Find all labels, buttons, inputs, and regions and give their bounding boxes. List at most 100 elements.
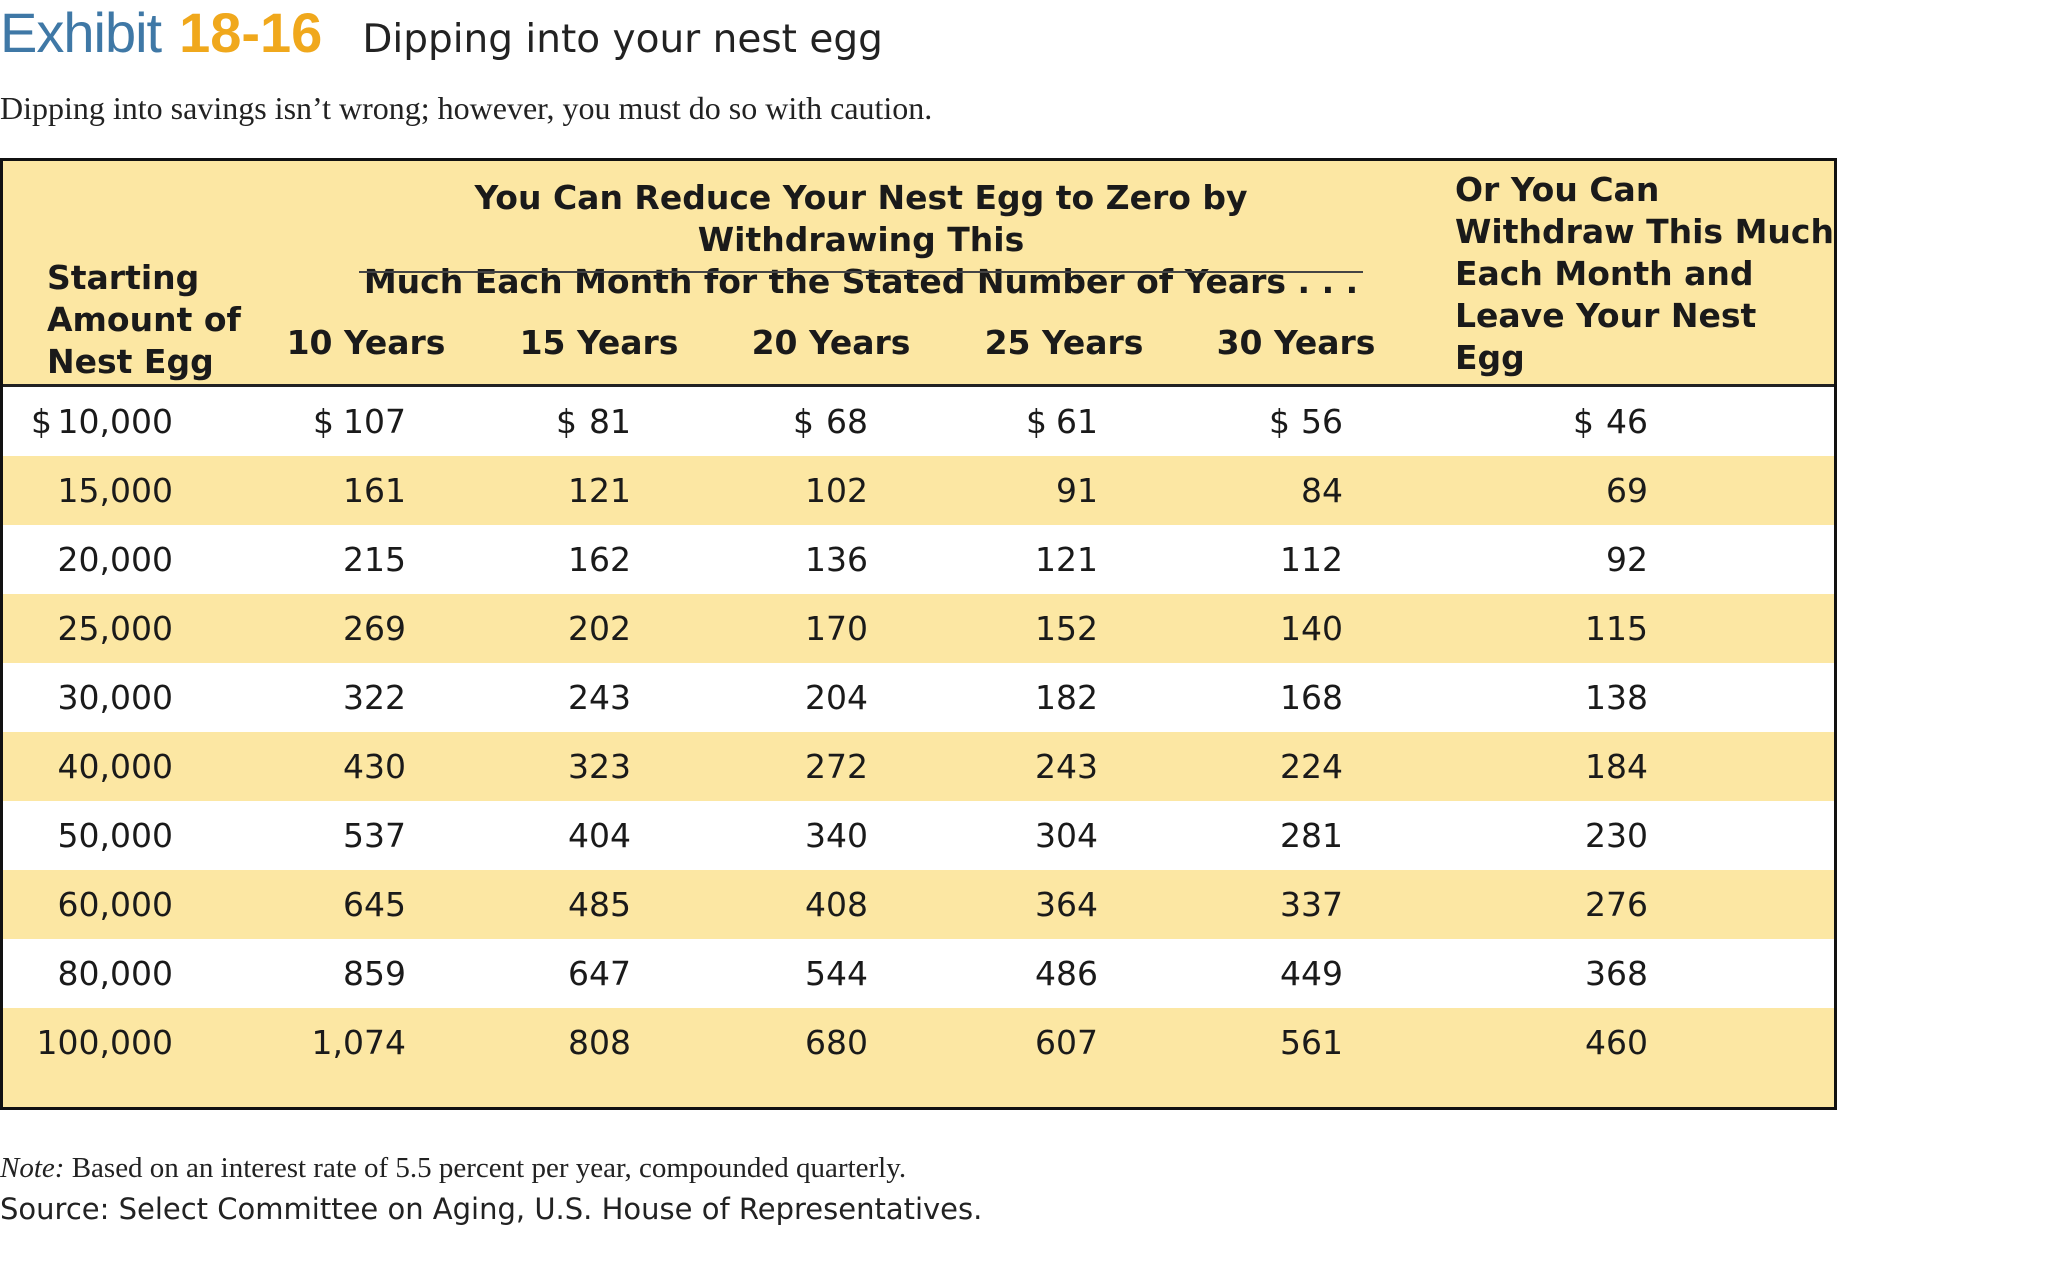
table-row: 60,000 645 485 408 364 337 276 [3,870,1834,939]
withdrawal-cell: 243 [568,678,631,717]
withdrawal-cell: 224 [1280,747,1343,786]
withdrawal-cell: 91 [1056,471,1098,510]
withdrawal-cell: 368 [1585,954,1648,993]
withdrawal-cell: 340 [805,816,868,855]
starting-amount-cell: 50,000 [57,816,173,855]
withdrawal-cell: 69 [1606,471,1648,510]
table-note: Note: Based on an interest rate of 5.5 p… [0,1152,906,1185]
withdrawal-cell: 323 [568,747,631,786]
dollar-sign: $ [556,402,577,441]
withdrawal-cell: 102 [805,471,868,510]
withdrawal-cell: 276 [1585,885,1648,924]
withdrawal-cell: 162 [568,540,631,579]
withdrawal-cell: 272 [805,747,868,786]
starting-amount-cell: $10,000 [31,387,173,456]
header-reduce-to-zero: You Can Reduce Your Nest Egg to Zero by … [363,178,1359,301]
withdrawal-cell: 121 [1035,540,1098,579]
withdrawal-cell: 138 [1585,678,1648,717]
withdrawal-cell: 170 [805,609,868,648]
withdrawal-cell: 184 [1585,747,1648,786]
withdrawal-cell: 607 [1035,1023,1098,1062]
withdrawal-cell: 537 [343,816,406,855]
starting-amount-cell: 20,000 [57,540,173,579]
withdrawal-cell: 337 [1280,885,1343,924]
withdrawal-cell: 680 [805,1023,868,1062]
withdrawal-cell: 204 [805,678,868,717]
starting-amount-cell: 30,000 [57,678,173,717]
withdrawal-cell: 202 [568,609,631,648]
withdrawal-cell: 645 [343,885,406,924]
header-10-years: 10 Years [286,323,446,362]
withdrawal-cell: 140 [1280,609,1343,648]
dollar-sign: $ [1573,402,1594,441]
starting-amount-cell: 15,000 [57,471,173,510]
table-row: 100,000 1,074 808 680 607 561 460 [3,1008,1834,1077]
table-header: Starting Amount of Nest Egg You Can Redu… [3,161,1834,419]
withdrawal-cell: 647 [568,954,631,993]
withdrawal-cell: $107 [313,387,406,456]
withdrawal-cell: 544 [805,954,868,993]
withdrawal-cell: 136 [805,540,868,579]
table-row: 50,000 537 404 340 304 281 230 [3,801,1834,870]
dollar-sign: $ [313,402,334,441]
withdrawal-cell: 808 [568,1023,631,1062]
exhibit-heading: Exhibit 18-16 Dipping into your nest egg [0,0,883,70]
dollar-sign: $ [31,402,52,441]
withdrawal-cell: $81 [556,387,631,456]
table-source: Source: Select Committee on Aging, U.S. … [0,1192,983,1226]
withdrawal-cell: 92 [1606,540,1648,579]
withdrawal-cell: 561 [1280,1023,1343,1062]
withdrawal-cell: 322 [343,678,406,717]
starting-amount-cell: 60,000 [57,885,173,924]
withdrawal-cell: $61 [1026,387,1098,456]
header-30-years: 30 Years [1216,323,1376,362]
withdrawal-cell: 243 [1035,747,1098,786]
header-span-rule [359,271,1363,273]
table-row: 40,000 430 323 272 243 224 184 [3,732,1834,801]
table-body: $10,000 $107 $81 $68 $61 $56 $46 15,000 161 121 10… [3,387,1834,1077]
starting-amount-cell: 25,000 [57,609,173,648]
nest-egg-table: Starting Amount of Nest Egg You Can Redu… [0,158,1837,1110]
exhibit-number: 18-16 [179,1,323,64]
withdrawal-cell: 408 [805,885,868,924]
header-leave-intact: Or You Can Withdraw This Much Each Month… [1455,170,1834,419]
withdrawal-cell: 430 [343,747,406,786]
exhibit-title: Dipping into your nest egg [362,17,883,62]
withdrawal-cell: 121 [568,471,631,510]
withdrawal-cell: 1,074 [311,1023,406,1062]
starting-amount-cell: 40,000 [57,747,173,786]
withdrawal-cell: $46 [1573,387,1648,456]
withdrawal-cell: 84 [1301,471,1343,510]
withdrawal-cell: 230 [1585,816,1648,855]
header-starting-amount: Starting Amount of Nest Egg [47,258,241,381]
note-label: Note: [0,1152,65,1184]
withdrawal-cell: 215 [343,540,406,579]
withdrawal-cell: 112 [1280,540,1343,579]
withdrawal-cell: 449 [1280,954,1343,993]
withdrawal-cell: 404 [568,816,631,855]
withdrawal-cell: 486 [1035,954,1098,993]
table-row: $10,000 $107 $81 $68 $61 $56 $46 [3,387,1834,456]
header-15-years: 15 Years [519,323,679,362]
table-row: 25,000 269 202 170 152 140 115 [3,594,1834,663]
note-text: Based on an interest rate of 5.5 percent… [64,1152,907,1184]
withdrawal-cell: 168 [1280,678,1343,717]
header-20-years: 20 Years [751,323,911,362]
withdrawal-cell: 161 [343,471,406,510]
starting-amount-cell: 100,000 [36,1023,173,1062]
dollar-sign: $ [1269,402,1290,441]
table-row: 30,000 322 243 204 182 168 138 [3,663,1834,732]
withdrawal-cell: 182 [1035,678,1098,717]
starting-amount-cell: 80,000 [57,954,173,993]
table-row: 15,000 161 121 102 91 84 69 [3,456,1834,525]
dollar-sign: $ [1026,402,1047,441]
dollar-sign: $ [793,402,814,441]
withdrawal-cell: $68 [793,387,868,456]
withdrawal-cell: 281 [1280,816,1343,855]
withdrawal-cell: 460 [1585,1023,1648,1062]
withdrawal-cell: 152 [1035,609,1098,648]
withdrawal-cell: 485 [568,885,631,924]
table-row: 80,000 859 647 544 486 449 368 [3,939,1834,1008]
withdrawal-cell: $56 [1269,387,1343,456]
withdrawal-cell: 269 [343,609,406,648]
